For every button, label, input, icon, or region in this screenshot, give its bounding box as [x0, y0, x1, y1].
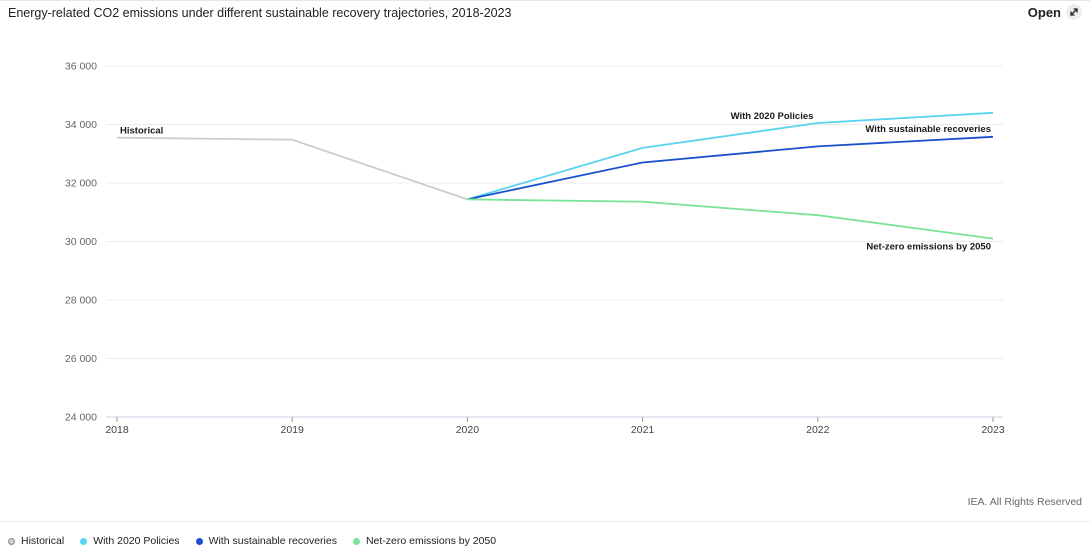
legend-item-historical[interactable]: Historical: [8, 535, 64, 547]
x-tick-label: 2022: [806, 424, 830, 436]
legend-label-with-2020-policies: With 2020 Policies: [93, 535, 180, 547]
legend-marker-with-2020-policies: [80, 537, 88, 545]
y-tick-label: 34 000: [65, 119, 97, 131]
series-label-with-2020-policies: With 2020 Policies: [731, 111, 814, 122]
x-tick-label: 2019: [281, 424, 305, 436]
legend-label-historical: Historical: [21, 535, 65, 547]
line-chart: 24 000 26 000 28 000 30 000 32 000 34 000 36 0…: [65, 61, 1005, 437]
open-button[interactable]: Open: [1028, 4, 1082, 20]
legend-item-sustainable-recoveries[interactable]: With sustainable recoveries: [195, 535, 337, 547]
legend-marker-sustainable-recoveries: [195, 537, 203, 545]
series-line-with-2020-policies: [467, 111, 994, 201]
legend-label-sustainable-recoveries: With sustainable recoveries: [208, 535, 337, 547]
y-tick-label: 26 000: [65, 353, 97, 365]
expand-icon[interactable]: [1066, 4, 1082, 20]
series-label-historical: Historical: [120, 126, 163, 137]
x-tick-label: 2023: [981, 424, 1005, 436]
series-line-net-zero-emissions-by-2050: [467, 198, 994, 240]
series-label-net-zero-emissions-by-2050: Net-zero emissions by 2050: [866, 242, 991, 253]
series-line-with-sustainable-recoveries: [467, 135, 994, 201]
legend-label-net-zero: Net-zero emissions by 2050: [365, 535, 497, 547]
legend-divider: [0, 521, 1090, 522]
x-tick-label: 2018: [105, 424, 129, 436]
x-tick-label: 2020: [456, 424, 480, 436]
top-divider: [0, 0, 1090, 1]
chart-legend: Historical With 2020 Policies With susta…: [8, 535, 496, 547]
series-line-historical: [116, 136, 468, 201]
x-tick-label: 2021: [631, 424, 655, 436]
chart-title: Energy-related CO2 emissions under diffe…: [8, 6, 512, 20]
y-tick-label: 30 000: [65, 236, 97, 248]
y-tick-label: 36 000: [65, 61, 97, 73]
legend-marker-net-zero: [352, 537, 360, 545]
y-tick-label: 28 000: [65, 295, 97, 307]
open-label: Open: [1027, 4, 1061, 20]
series-label-with-sustainable-recoveries: With sustainable recoveries: [865, 124, 991, 135]
credit-text: IEA. All Rights Reserved: [967, 496, 1082, 508]
legend-marker-historical: [8, 537, 15, 545]
legend-item-net-zero[interactable]: Net-zero emissions by 2050: [352, 535, 497, 547]
y-tick-label: 32 000: [65, 178, 97, 190]
legend-item-with-2020-policies[interactable]: With 2020 Policies: [80, 535, 180, 547]
y-tick-label: 24 000: [65, 412, 97, 424]
